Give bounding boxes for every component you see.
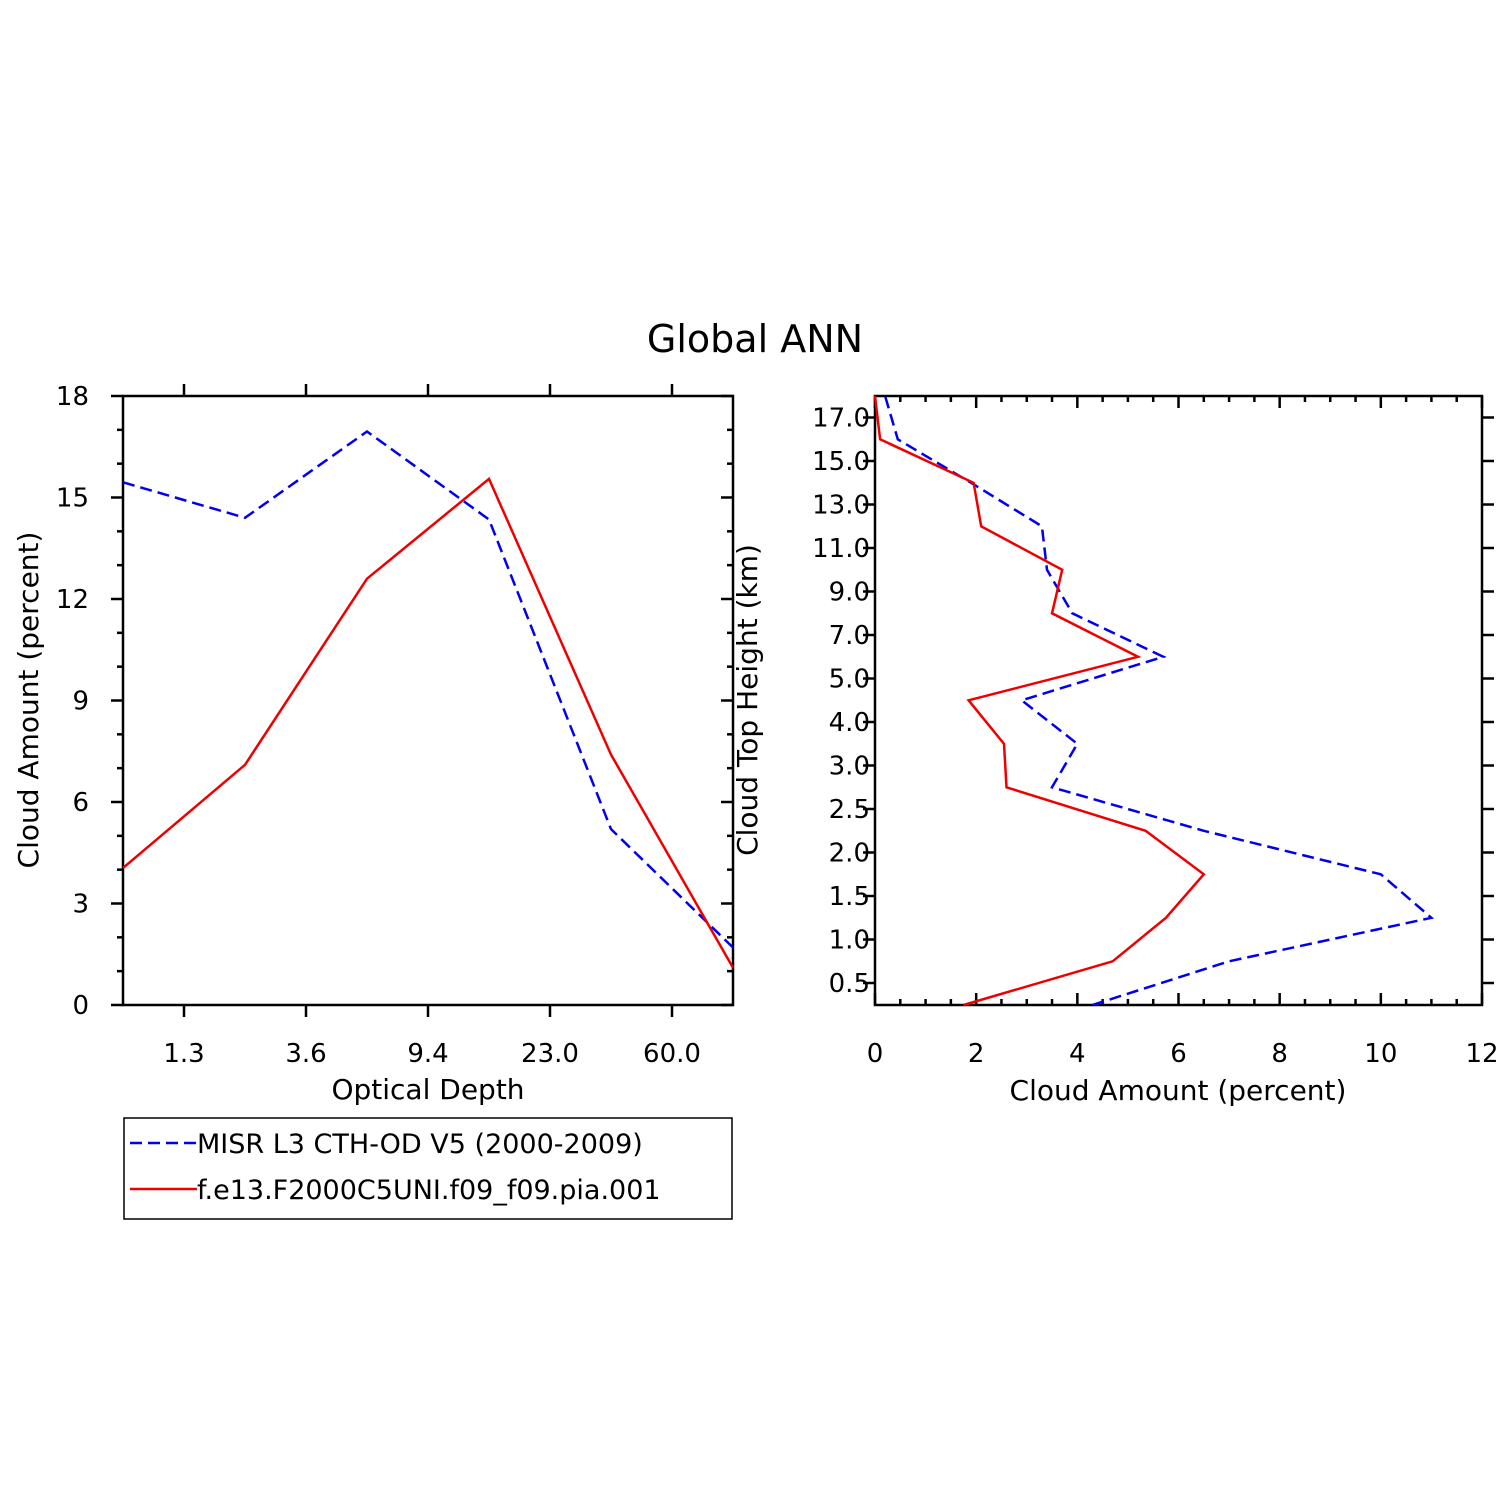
right-y-tick-label: 9.0	[829, 578, 870, 608]
right-series-model-line	[873, 395, 1206, 1007]
right-plot-ticks: 0 2 4 6 8 10 12 0.5 1.0 1.5 2.0 2.5 3.0 4.0 5.0 7.0 9.0 1…	[812, 396, 1499, 1069]
right-y-tick-label: 2.5	[829, 795, 870, 825]
right-y-tick-label: 3.0	[829, 752, 870, 782]
right-y-tick-label: 7.0	[829, 621, 870, 651]
right-y-tick-label: 0.5	[829, 969, 870, 999]
right-x-tick-label: 0	[867, 1039, 884, 1069]
left-y-tick-label: 0	[72, 991, 89, 1021]
right-y-tick-label: 1.5	[829, 882, 870, 912]
legend-label-obs: MISR L3 CTH-OD V5 (2000-2009)	[197, 1129, 643, 1160]
left-x-tick-label: 3.6	[285, 1039, 326, 1069]
left-plot-series	[122, 429, 735, 969]
right-series-obs-line	[883, 395, 1435, 1007]
left-plot-frame	[121, 394, 735, 1007]
left-series-model-line	[122, 476, 735, 969]
cloud-top-height-plot: 0 2 4 6 8 10 12 0.5 1.0 1.5 2.0 2.5 3.0 4.0 5.0 7.0 9.0 1…	[731, 394, 1499, 1107]
left-x-tick-label: 60.0	[643, 1039, 701, 1069]
left-y-tick-label: 3	[72, 890, 89, 920]
left-x-axis-title: Optical Depth	[331, 1073, 524, 1106]
right-x-tick-label: 12	[1465, 1039, 1498, 1069]
chart-title: Global ANN	[647, 317, 863, 361]
left-x-tick-label: 23.0	[521, 1039, 579, 1069]
right-y-tick-label: 11.0	[812, 534, 870, 564]
right-y-axis-title: Cloud Top Height (km)	[731, 544, 764, 856]
left-y-tick-label: 15	[56, 484, 89, 514]
left-y-tick-label: 12	[56, 585, 89, 615]
right-y-tick-label: 5.0	[829, 665, 870, 695]
right-y-tick-label: 2.0	[829, 839, 870, 869]
left-series-obs-line	[122, 429, 734, 949]
left-y-axis-title: Cloud Amount (percent)	[12, 532, 45, 869]
legend-box	[123, 1117, 733, 1220]
right-x-tick-label: 8	[1271, 1039, 1288, 1069]
right-y-tick-label: 15.0	[812, 447, 870, 477]
right-y-tick-label: 17.0	[812, 404, 870, 434]
left-plot-ticks: 0 3 6 9 12 15 18 1.3 3.6 9.4 23.0 60.0	[56, 382, 733, 1069]
legend: MISR L3 CTH-OD V5 (2000-2009) f.e13.F200…	[123, 1117, 733, 1220]
left-x-tick-label: 1.3	[163, 1039, 204, 1069]
right-y-tick-label: 13.0	[812, 491, 870, 521]
left-y-tick-label: 6	[72, 788, 89, 818]
right-y-tick-label: 1.0	[829, 926, 870, 956]
left-y-tick-label: 9	[72, 687, 89, 717]
left-y-tick-label: 18	[56, 382, 89, 412]
right-x-tick-label: 10	[1364, 1039, 1397, 1069]
optical-depth-plot: 0 3 6 9 12 15 18 1.3 3.6 9.4 23.0 60.0 Optical Dept…	[12, 382, 735, 1106]
right-x-tick-label: 4	[1069, 1039, 1086, 1069]
right-plot-series	[873, 395, 1435, 1007]
right-x-tick-label: 2	[968, 1039, 985, 1069]
legend-label-model: f.e13.F2000C5UNI.f09_f09.pia.001	[197, 1175, 661, 1206]
right-x-axis-title: Cloud Amount (percent)	[1010, 1074, 1347, 1107]
right-y-tick-label: 4.0	[829, 708, 870, 738]
right-x-tick-label: 6	[1170, 1039, 1187, 1069]
left-x-tick-label: 9.4	[407, 1039, 448, 1069]
right-plot-frame	[873, 394, 1484, 1007]
